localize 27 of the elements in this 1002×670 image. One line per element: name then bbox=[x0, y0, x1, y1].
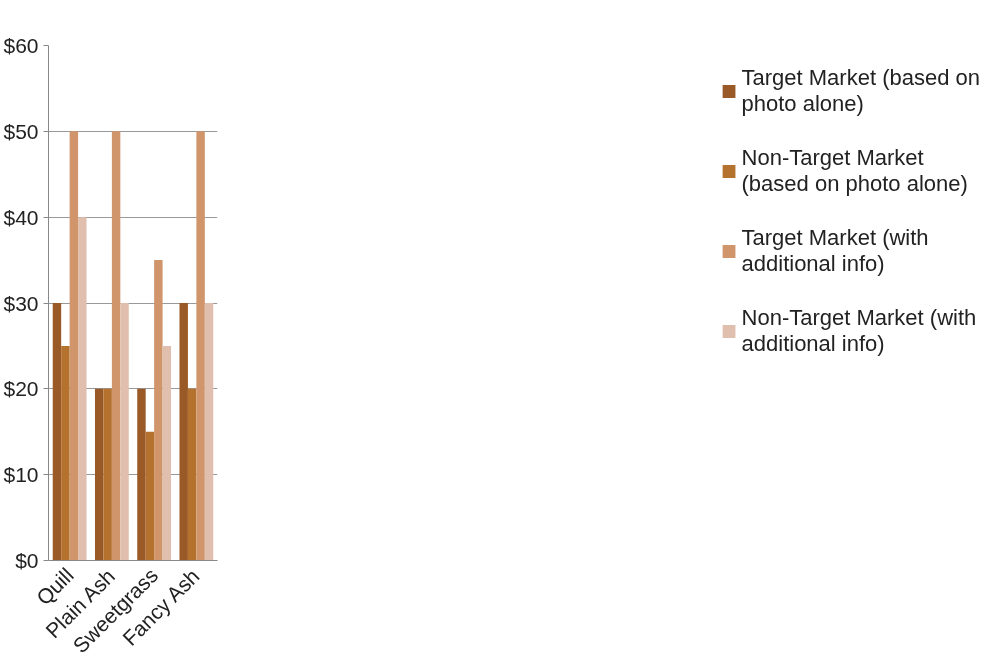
legend-label: Target Market (with additional info) bbox=[741, 225, 929, 277]
bar bbox=[196, 131, 205, 561]
bar bbox=[52, 303, 62, 561]
y-tick-label: $0 bbox=[15, 549, 39, 572]
y-tick-label: $50 bbox=[3, 119, 39, 143]
legend-label: Non-Target Market (based on photo alone) bbox=[741, 145, 968, 197]
legend-label: Target Market (based on photo alone) bbox=[741, 65, 980, 117]
y-tick-label: $30 bbox=[3, 291, 39, 315]
bar bbox=[111, 131, 121, 561]
y-tick-label: $60 bbox=[3, 34, 39, 57]
bar bbox=[120, 303, 129, 561]
bar bbox=[204, 303, 214, 561]
bar bbox=[137, 388, 146, 561]
bar bbox=[145, 431, 155, 561]
bar bbox=[187, 388, 197, 561]
bar bbox=[162, 345, 172, 561]
bar bbox=[103, 388, 112, 561]
bar bbox=[61, 345, 70, 561]
bar bbox=[94, 388, 104, 561]
y-tick-label: $10 bbox=[3, 463, 39, 487]
bar bbox=[78, 217, 87, 561]
bar bbox=[154, 260, 163, 561]
bar bbox=[179, 303, 188, 561]
y-tick-label: $20 bbox=[3, 377, 39, 401]
y-tick-label: $40 bbox=[3, 205, 39, 229]
bar bbox=[69, 131, 79, 561]
legend-label: Non-Target Market (with additional info) bbox=[741, 305, 977, 357]
